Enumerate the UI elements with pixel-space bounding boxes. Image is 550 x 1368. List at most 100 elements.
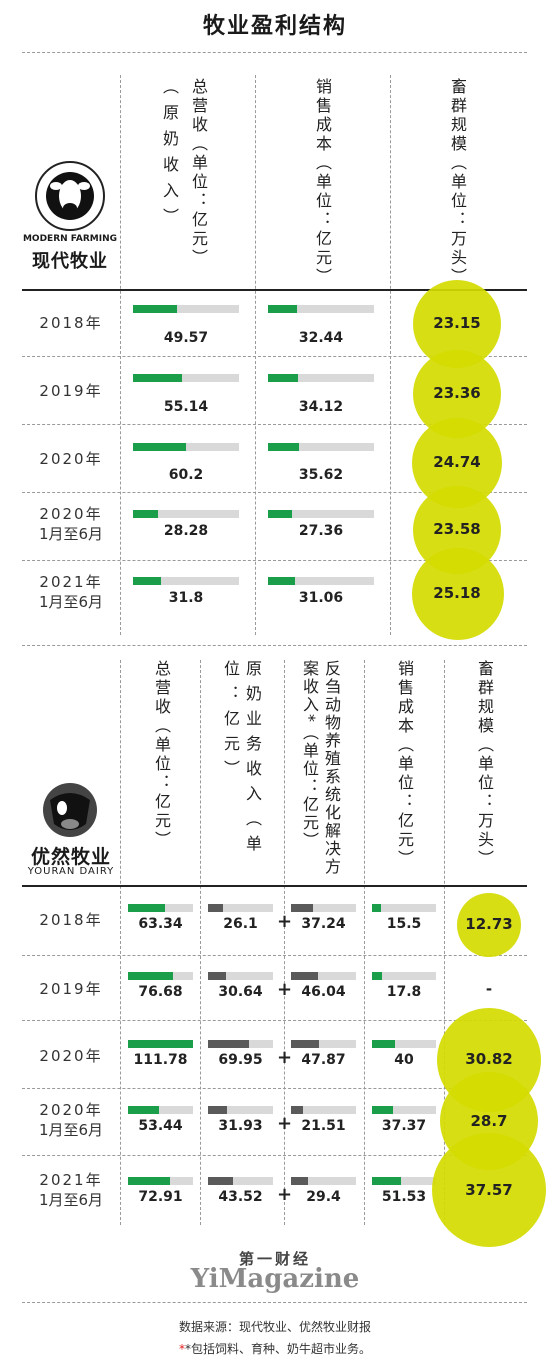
bar <box>372 904 381 912</box>
data-label: 43.52 <box>218 1189 263 1205</box>
row-divider <box>22 955 527 956</box>
bar-track <box>372 1106 436 1114</box>
plus-sign: + <box>277 1113 293 1134</box>
bar-track <box>291 1040 356 1048</box>
bar <box>268 577 296 585</box>
row-label: 2020年 <box>39 450 103 468</box>
row-divider <box>22 1020 527 1021</box>
row-label: 2021年 1月至6月 <box>38 1171 104 1209</box>
plus-sign: + <box>277 979 293 1000</box>
header-rule <box>22 289 527 291</box>
column-divider <box>390 75 391 635</box>
row-label: 2018年 <box>39 314 103 332</box>
data-label: 55.14 <box>163 399 209 415</box>
herd-value: 28.7 <box>470 1112 508 1130</box>
bar <box>133 510 158 518</box>
data-label: 31.8 <box>168 590 204 606</box>
data-label: 34.12 <box>298 399 344 415</box>
bar <box>133 443 187 451</box>
data-label: 51.53 <box>381 1189 427 1205</box>
bar-track <box>268 510 374 518</box>
data-label: 76.68 <box>138 984 183 1000</box>
bar-track <box>372 1040 436 1048</box>
bar-track <box>208 1177 273 1185</box>
row-divider <box>22 1088 527 1089</box>
row-label: 2019年 <box>39 382 103 400</box>
plus-sign: + <box>277 1184 293 1205</box>
data-label: 15.5 <box>386 916 422 932</box>
header-solutions: 反刍动物养殖系统化解决方案收入*（单位：亿元） <box>300 660 341 876</box>
data-label: 111.78 <box>133 1052 188 1068</box>
herd-value: 23.36 <box>433 384 481 402</box>
bar-track <box>133 577 239 585</box>
bar <box>268 305 297 313</box>
data-label: 28.28 <box>163 523 209 539</box>
row-label: 2018年 <box>39 911 103 929</box>
row-divider <box>22 1155 527 1156</box>
logo-cn: 现代牧业 <box>32 251 108 272</box>
bar <box>268 510 293 518</box>
cow-head-logo-icon <box>43 783 97 837</box>
data-label: 31.06 <box>298 590 344 606</box>
header-total-revenue: 总营收（单位：亿元） <box>152 660 171 850</box>
data-label: 29.4 <box>306 1189 341 1205</box>
data-label: 32.44 <box>298 330 344 346</box>
bar-track <box>208 972 273 980</box>
bar-track <box>268 374 374 382</box>
header-herd-size: 畜群规模（单位：万头） <box>475 660 494 869</box>
page-title: 牧业盈利结构 <box>202 14 347 39</box>
bar-track <box>291 1177 356 1185</box>
bar-track <box>128 1177 193 1185</box>
herd-value: 12.73 <box>465 915 513 933</box>
header-total-revenue: 总营收（单位：亿元） <box>189 78 208 268</box>
data-label: 40 <box>394 1052 414 1068</box>
logo-en: MODERN FARMING <box>22 234 118 244</box>
herd-circle <box>432 1133 546 1247</box>
bar <box>372 972 383 980</box>
row-divider <box>22 492 527 493</box>
row-label: 2020年 1月至6月 <box>38 1101 104 1139</box>
data-label: 27.36 <box>298 523 344 539</box>
bar-track <box>133 443 239 451</box>
herd-circle <box>457 893 521 957</box>
brand-en: YiMagazine <box>190 1264 360 1294</box>
bar <box>133 374 182 382</box>
bar <box>208 1040 249 1048</box>
row-divider <box>22 356 527 357</box>
data-label: 72.91 <box>138 1189 183 1205</box>
bar <box>291 904 313 912</box>
bar-track <box>128 904 193 912</box>
bar-track <box>133 374 239 382</box>
plus-sign: + <box>277 1047 293 1068</box>
bar <box>372 1106 394 1114</box>
header-raw-milk: 原奶业务收入（单位：亿元） <box>221 660 262 860</box>
row-label: 2021年 1月至6月 <box>38 573 104 611</box>
bar <box>372 1177 402 1185</box>
bar <box>128 1177 171 1185</box>
bar <box>268 443 300 451</box>
logo-en: YOURAN DAIRY <box>27 866 115 877</box>
header-sales-cost: 销售成本（单位：亿元） <box>313 78 332 287</box>
header-sales-cost: 销售成本（单位：亿元） <box>395 660 414 869</box>
column-divider <box>364 660 365 1225</box>
bar-track <box>372 1177 436 1185</box>
data-label: 37.24 <box>301 916 346 932</box>
data-label: 63.34 <box>138 916 183 932</box>
data-label: 47.87 <box>301 1052 346 1068</box>
header-raw-milk: （原奶收入） <box>160 78 179 234</box>
bar <box>291 1177 309 1185</box>
column-divider <box>284 660 285 1225</box>
bar-track <box>208 1106 273 1114</box>
divider <box>22 1302 527 1303</box>
header-herd-size: 畜群规模（单位：万头） <box>448 78 467 287</box>
herd-value: - <box>485 980 493 998</box>
bar <box>208 1177 234 1185</box>
bar-track <box>208 1040 273 1048</box>
data-label: 46.04 <box>301 984 346 1000</box>
bar-track <box>128 1040 193 1048</box>
bar <box>208 972 226 980</box>
row-divider <box>22 424 527 425</box>
bar-track <box>268 443 374 451</box>
logo-cn: 优然牧业 <box>30 846 111 868</box>
row-label: 2019年 <box>39 980 103 998</box>
